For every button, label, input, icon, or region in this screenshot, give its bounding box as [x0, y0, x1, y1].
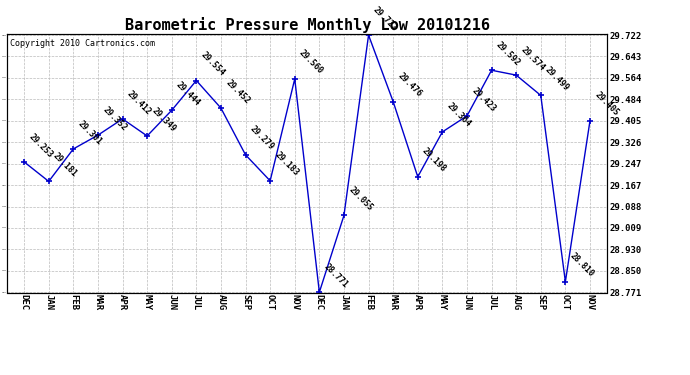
Text: 29.592: 29.592 [494, 40, 522, 68]
Text: Copyright 2010 Cartronics.com: Copyright 2010 Cartronics.com [10, 39, 155, 48]
Text: 29.444: 29.444 [175, 80, 202, 108]
Text: 29.055: 29.055 [347, 185, 374, 213]
Text: 28.810: 28.810 [568, 251, 595, 279]
Text: 29.253: 29.253 [27, 132, 55, 159]
Text: 29.452: 29.452 [224, 78, 251, 105]
Text: 29.405: 29.405 [593, 90, 620, 118]
Text: 29.554: 29.554 [199, 50, 227, 78]
Text: 29.349: 29.349 [150, 106, 177, 133]
Text: 28.771: 28.771 [322, 262, 350, 290]
Text: 29.499: 29.499 [544, 65, 571, 93]
Text: 29.423: 29.423 [470, 86, 497, 113]
Text: 29.183: 29.183 [273, 150, 301, 178]
Text: 29.412: 29.412 [126, 88, 153, 116]
Text: 29.279: 29.279 [248, 124, 276, 152]
Text: 29.301: 29.301 [76, 118, 104, 146]
Text: 29.722: 29.722 [371, 5, 399, 32]
Text: 29.352: 29.352 [101, 105, 128, 132]
Text: 29.364: 29.364 [445, 102, 473, 129]
Text: 29.181: 29.181 [52, 151, 79, 178]
Text: 29.476: 29.476 [396, 71, 424, 99]
Text: 29.198: 29.198 [420, 146, 448, 174]
Text: 29.574: 29.574 [519, 45, 546, 72]
Title: Barometric Pressure Monthly Low 20101216: Barometric Pressure Monthly Low 20101216 [125, 16, 489, 33]
Text: 29.560: 29.560 [297, 48, 325, 76]
